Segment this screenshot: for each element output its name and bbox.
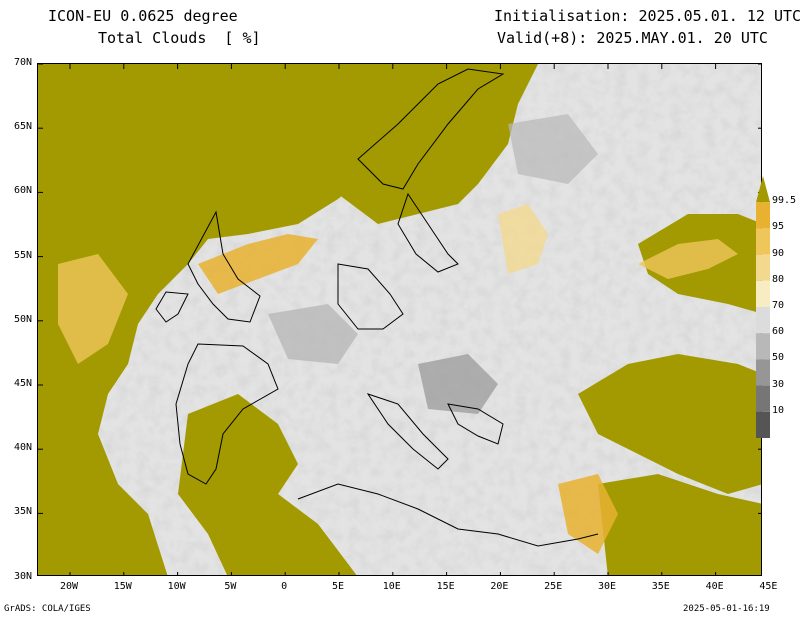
cloud-band-levant <box>598 474 761 575</box>
colorbar-label: 99.5 <box>772 195 797 207</box>
lat-label: 60N <box>13 185 32 197</box>
colorbar-label: 50 <box>772 352 785 364</box>
lat-label: 65N <box>13 121 32 133</box>
valid-time: Valid(+8): 2025.MAY.01. 20 UTC <box>497 29 768 47</box>
cloud-band-scandinavia <box>338 64 538 224</box>
cloud-fringe-1 <box>198 234 318 294</box>
lat-label: 30N <box>13 570 32 582</box>
colorbar-segment <box>756 359 770 386</box>
colorbar-label: 90 <box>772 247 785 259</box>
plot-timestamp: 2025-05-01-16:19 <box>683 604 770 614</box>
lon-label: 45E <box>759 581 778 592</box>
coastline <box>155 68 599 547</box>
lat-label: 35N <box>13 506 32 518</box>
cloud-fringe-4 <box>558 474 618 554</box>
colorbar-label: 80 <box>772 273 785 285</box>
lat-label: 40N <box>13 442 32 454</box>
cloud-map <box>37 63 762 576</box>
lat-label: 45N <box>13 378 32 389</box>
cloud-map-canvas <box>38 64 761 575</box>
colorbar-top-arrow <box>756 176 770 203</box>
colorbar-label: 70 <box>772 300 785 311</box>
lat-label: 70N <box>13 57 32 68</box>
colorbar-label: 30 <box>772 378 785 390</box>
colorbar-label: 95 <box>772 221 785 233</box>
map-title: ICON-EU 0.0625 degree <box>48 7 238 25</box>
cloud-band-turkey <box>578 354 761 494</box>
cloud-patch-grey-1 <box>268 304 358 364</box>
cloud-band-atlantic <box>38 64 478 575</box>
cloud-fringe-5 <box>638 239 738 279</box>
cloud-band-iberia <box>178 394 357 575</box>
lon-label: 20W <box>59 581 79 592</box>
cloud-patch-grey-2 <box>418 354 498 414</box>
lon-label: 30E <box>597 581 617 592</box>
lon-label: 5E <box>331 581 345 592</box>
init-time: Initialisation: 2025.05.01. 12 UTC <box>494 7 800 25</box>
field-title: Total Clouds [ %] <box>98 29 261 47</box>
colorbar-segment <box>756 254 770 281</box>
cloud-patch-grey-3 <box>508 114 598 184</box>
cloud-fringe-3 <box>498 204 548 274</box>
colorbar-label: 60 <box>772 326 785 338</box>
lon-label: 20E <box>490 581 509 592</box>
grads-credit: GrADS: COLA/IGES <box>4 604 91 614</box>
lon-label: 10E <box>382 581 401 592</box>
colorbar-segment <box>756 280 770 307</box>
colorbar-segment <box>756 411 770 438</box>
cloud-fringe-2 <box>58 254 128 364</box>
colorbar-segment <box>756 307 770 334</box>
colorbar-segment <box>756 385 770 412</box>
lon-label: 25E <box>544 581 563 592</box>
colorbar-segment <box>756 333 770 360</box>
axis-ticks <box>38 64 761 575</box>
colorbar-segment <box>756 202 770 229</box>
lon-label: 15W <box>113 581 132 592</box>
colorbar-label: 10 <box>772 404 785 416</box>
lon-label: 15E <box>436 581 455 592</box>
lat-label: 50N <box>13 313 32 325</box>
lon-label: 10W <box>167 581 186 592</box>
lon-label: 40E <box>705 581 724 592</box>
lon-label: 35E <box>651 581 670 592</box>
lon-label: 0 <box>281 581 288 592</box>
colorbar <box>756 176 770 438</box>
lon-label: 5W <box>224 581 237 592</box>
colorbar-segment <box>756 228 770 255</box>
lat-label: 55N <box>13 249 32 261</box>
